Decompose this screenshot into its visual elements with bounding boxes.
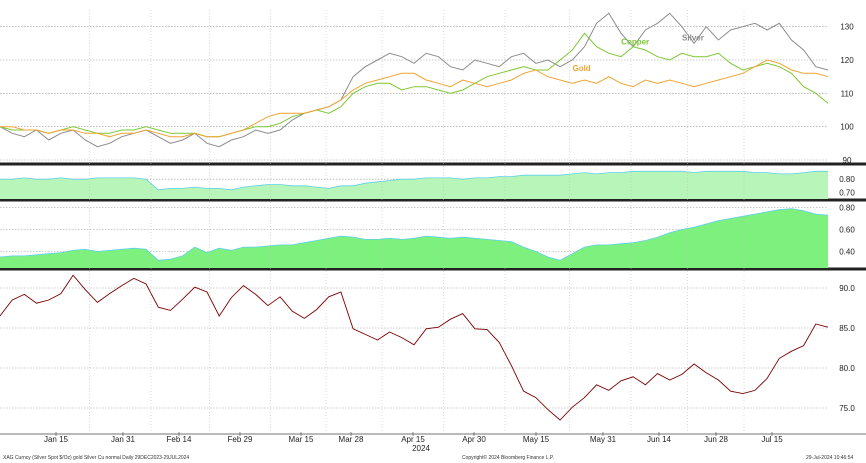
x-tick-label: May 15: [523, 435, 550, 444]
footer-copyright: Copyright© 2024 Bloomberg Finance L.P.: [462, 455, 554, 461]
y-tick-label: 85.0: [839, 324, 855, 333]
x-tick-label: Feb 14: [167, 435, 192, 444]
series-label-copper: Copper: [621, 38, 649, 47]
y-tick-label: 0.60: [839, 226, 855, 235]
y-tick-label: 90.0: [839, 284, 855, 293]
footer-timestamp: 29-Jul-2024 10:46:54: [806, 455, 854, 461]
y-tick-label: 75.0: [839, 404, 855, 413]
series-label-gold: Gold: [572, 64, 590, 73]
x-tick-label: Feb 29: [228, 435, 253, 444]
panel-separator-2: [0, 198, 866, 202]
x-tick-label: Jul 15: [761, 435, 783, 444]
panel-separator-3: [0, 267, 866, 271]
x-tick-label: Mar 28: [339, 435, 364, 444]
y-tick-label: 120: [840, 56, 854, 65]
y-tick-label: 0.80: [839, 175, 855, 184]
x-tick-label: Jun 14: [647, 435, 672, 444]
ratio-line: [0, 274, 829, 421]
series-line-copper: [0, 32, 829, 138]
x-year-label: 2024: [412, 444, 430, 453]
y-tick-label: 80.0: [839, 364, 855, 373]
y-tick-label: 100: [840, 123, 854, 132]
x-tick-label: Jan 15: [44, 435, 69, 444]
y-tick-label: 110: [841, 89, 854, 98]
area-fill-correlation-1: [0, 171, 828, 199]
y-tick-label: 130: [840, 23, 854, 32]
x-tick-label: May 31: [590, 435, 617, 444]
x-tick-label: Apr 15: [401, 435, 425, 444]
area-line-correlation-2: [0, 208, 829, 261]
x-tick-label: Jan 31: [111, 435, 136, 444]
series-line-gold: [0, 59, 829, 138]
y-tick-label: 90: [843, 156, 852, 165]
y-tick-label: 0.40: [839, 248, 855, 257]
footer-source: XAG Curncy (Silver Spot $/Oz) gold Silve…: [3, 455, 190, 461]
panel-separator-1: [0, 162, 866, 166]
y-tick-label: 0.70: [839, 188, 855, 197]
x-tick-label: Mar 15: [289, 435, 314, 444]
area-line-correlation-1: [0, 170, 828, 191]
series-label-silver: Silver: [682, 33, 704, 42]
y-tick-label: 0.80: [839, 204, 855, 213]
x-tick-label: Jun 28: [704, 435, 729, 444]
x-tick-label: Apr 30: [462, 435, 486, 444]
